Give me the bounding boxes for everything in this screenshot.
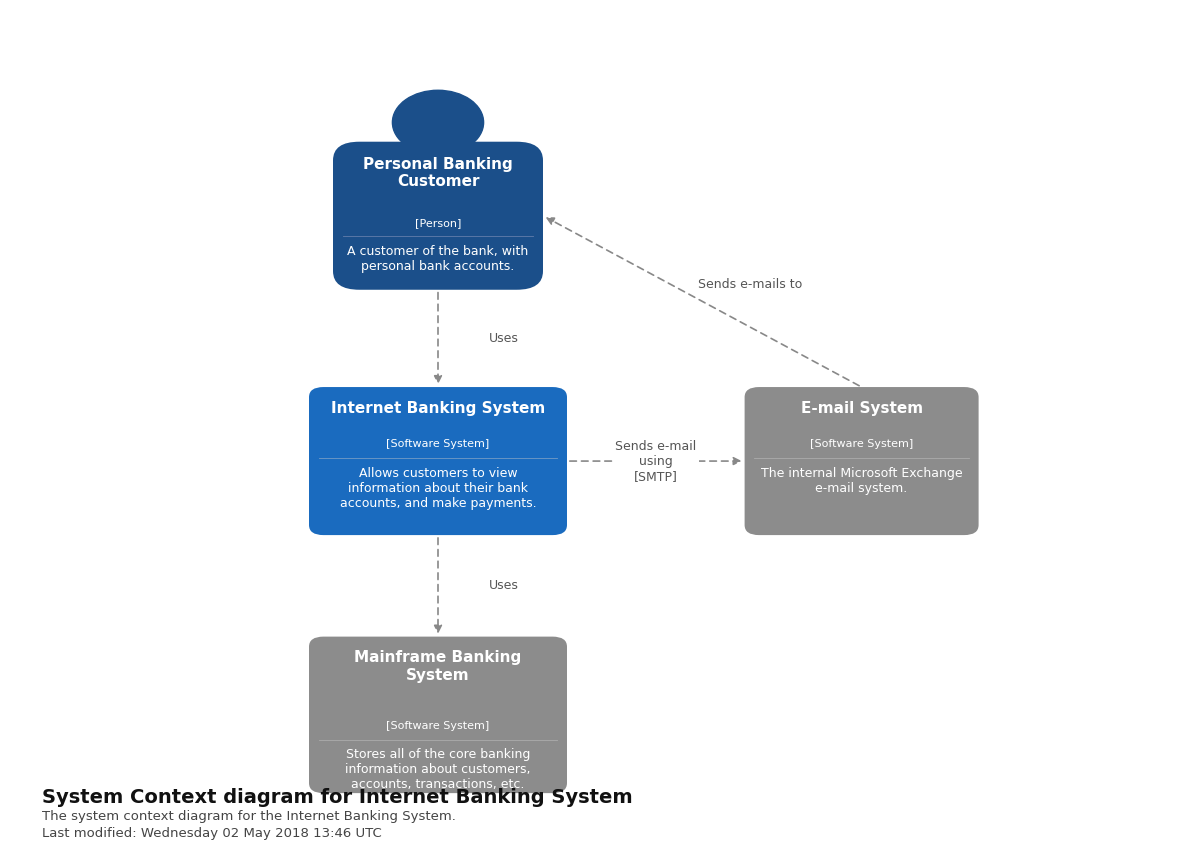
Text: A customer of the bank, with
personal bank accounts.: A customer of the bank, with personal ba… [347,245,529,273]
Text: System Context diagram for Internet Banking System: System Context diagram for Internet Bank… [42,788,632,807]
FancyBboxPatch shape [332,142,542,290]
Text: Sends e-mail
using
[SMTP]: Sends e-mail using [SMTP] [616,440,696,482]
FancyBboxPatch shape [744,387,979,535]
Text: Internet Banking System: Internet Banking System [331,401,545,415]
Text: Mainframe Banking
System: Mainframe Banking System [354,650,522,683]
Text: [Software System]: [Software System] [810,440,913,449]
Text: [Software System]: [Software System] [386,721,490,731]
Text: Last modified: Wednesday 02 May 2018 13:46 UTC: Last modified: Wednesday 02 May 2018 13:… [42,827,382,840]
Text: The internal Microsoft Exchange
e-mail system.: The internal Microsoft Exchange e-mail s… [761,467,962,495]
FancyBboxPatch shape [310,387,568,535]
Text: Sends e-mails to: Sends e-mails to [698,278,803,291]
Text: Allows customers to view
information about their bank
accounts, and make payment: Allows customers to view information abo… [340,467,536,509]
Text: Personal Banking
Customer: Personal Banking Customer [364,157,512,190]
Text: Stores all of the core banking
information about customers,
accounts, transactio: Stores all of the core banking informati… [346,749,530,791]
Text: [Software System]: [Software System] [386,440,490,449]
Text: Uses: Uses [490,332,518,345]
Text: The system context diagram for the Internet Banking System.: The system context diagram for the Inter… [42,810,456,823]
Text: [Person]: [Person] [415,218,461,228]
Circle shape [392,91,484,155]
FancyBboxPatch shape [310,637,568,794]
Text: Uses: Uses [490,580,518,592]
Text: E-mail System: E-mail System [800,401,923,415]
